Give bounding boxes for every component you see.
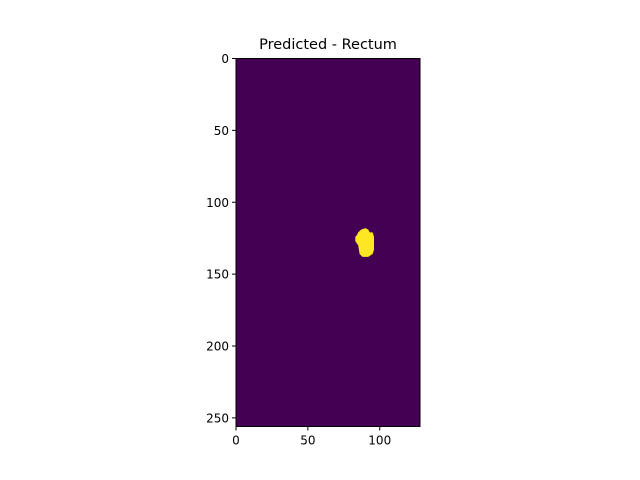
x-axis: 0 50 100: [232, 426, 391, 448]
y-tick-label: 100: [206, 196, 229, 210]
segmentation-region: [355, 228, 374, 257]
y-axis: 0 50 100 150 200 250: [206, 52, 236, 425]
image-background: [236, 58, 420, 427]
y-tick-label: 50: [214, 124, 229, 138]
chart-title: Predicted - Rectum: [259, 37, 397, 53]
y-tick-label: 200: [206, 340, 229, 354]
y-tick-label: 0: [221, 52, 229, 66]
regions-layer: [355, 228, 374, 257]
plot-area: [235, 58, 421, 427]
axes-frame: [235, 58, 421, 427]
y-tick-label: 150: [206, 268, 229, 282]
x-tick-label: 50: [300, 434, 315, 448]
y-tick-label: 250: [206, 411, 229, 425]
x-tick-label: 100: [368, 434, 391, 448]
x-tick-label: 0: [232, 434, 240, 448]
